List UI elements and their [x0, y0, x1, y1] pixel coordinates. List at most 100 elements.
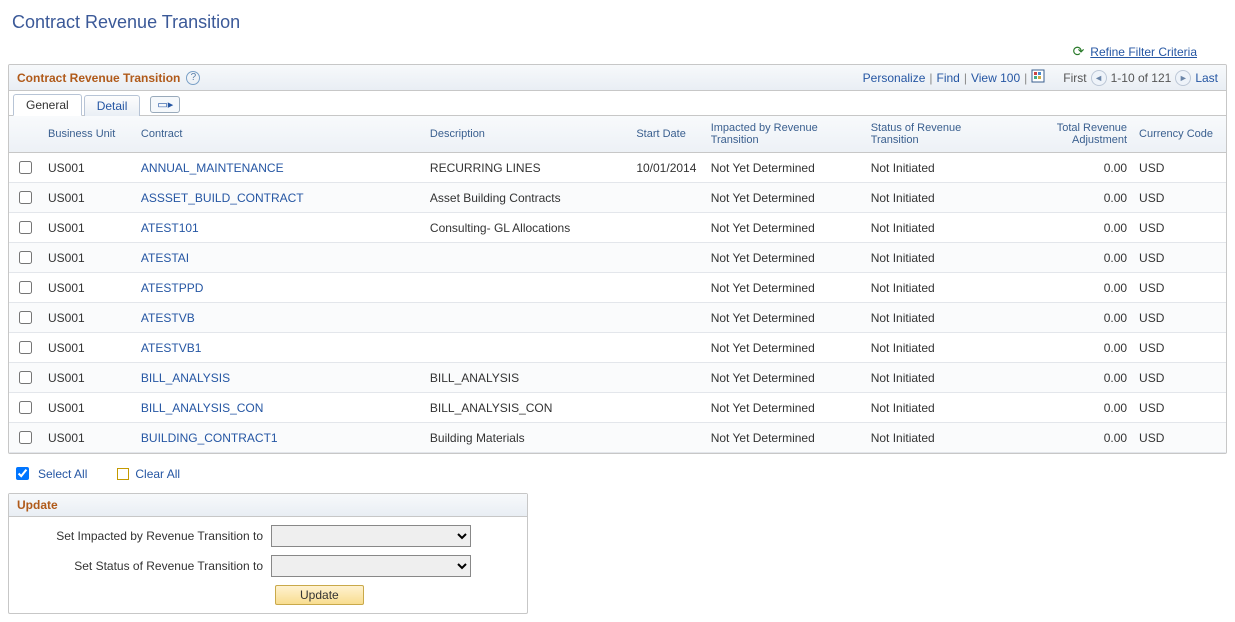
col-total[interactable]: Total Revenue Adjustment	[1009, 116, 1133, 153]
cell-status: Not Initiated	[865, 333, 1010, 363]
next-page-icon[interactable]: ►	[1175, 70, 1191, 86]
cell-impacted: Not Yet Determined	[705, 213, 865, 243]
col-contract[interactable]: Contract	[135, 116, 424, 153]
cell-description: BILL_ANALYSIS	[424, 363, 630, 393]
row-checkbox[interactable]	[19, 371, 32, 384]
status-select[interactable]	[271, 555, 471, 577]
cell-total: 0.00	[1009, 183, 1133, 213]
table-row: US001ATEST101Consulting- GL Allocations N…	[9, 213, 1226, 243]
cell-impacted: Not Yet Determined	[705, 363, 865, 393]
cell-status: Not Initiated	[865, 273, 1010, 303]
select-all-control[interactable]: Select All	[12, 464, 87, 483]
cell-total: 0.00	[1009, 273, 1133, 303]
row-checkbox[interactable]	[19, 401, 32, 414]
page-title: Contract Revenue Transition	[12, 12, 1227, 33]
find-link[interactable]: Find	[937, 71, 960, 85]
cell-impacted: Not Yet Determined	[705, 153, 865, 183]
expand-all-icon[interactable]: ▭▸	[150, 96, 180, 113]
select-all-checkbox[interactable]	[16, 467, 29, 480]
cell-bu: US001	[42, 423, 135, 453]
cell-description: Consulting- GL Allocations	[424, 213, 630, 243]
cell-impacted: Not Yet Determined	[705, 393, 865, 423]
cell-bu: US001	[42, 243, 135, 273]
separator: |	[964, 71, 967, 85]
cell-impacted: Not Yet Determined	[705, 273, 865, 303]
col-status[interactable]: Status of Revenue Transition	[865, 116, 1010, 153]
cell-start-date: 10/01/2014	[630, 153, 704, 183]
cell-start-date	[630, 183, 704, 213]
cell-description: BILL_ANALYSIS_CON	[424, 393, 630, 423]
cell-total: 0.00	[1009, 303, 1133, 333]
table-row: US001ATESTPPDNot Yet DeterminedNot Initi…	[9, 273, 1226, 303]
cell-total: 0.00	[1009, 243, 1133, 273]
cell-contract-link[interactable]: BUILDING_CONTRACT1	[135, 423, 424, 453]
update-button[interactable]: Update	[275, 585, 364, 605]
col-start-date[interactable]: Start Date	[630, 116, 704, 153]
tab-general[interactable]: General	[13, 94, 82, 116]
row-checkbox[interactable]	[19, 311, 32, 324]
cell-start-date	[630, 333, 704, 363]
update-panel: Update Set Impacted by Revenue Transitio…	[8, 493, 528, 614]
row-checkbox[interactable]	[19, 221, 32, 234]
update-title: Update	[9, 494, 527, 517]
cell-contract-link[interactable]: ATESTVB1	[135, 333, 424, 363]
table-row: US001ANNUAL_MAINTENANCERECURRING LINES10…	[9, 153, 1226, 183]
cell-impacted: Not Yet Determined	[705, 333, 865, 363]
cell-bu: US001	[42, 393, 135, 423]
col-business-unit[interactable]: Business Unit	[42, 116, 135, 153]
cell-contract-link[interactable]: BILL_ANALYSIS	[135, 363, 424, 393]
download-icon[interactable]	[1031, 69, 1045, 86]
col-impacted[interactable]: Impacted by Revenue Transition	[705, 116, 865, 153]
cell-total: 0.00	[1009, 393, 1133, 423]
cell-start-date	[630, 303, 704, 333]
cell-contract-link[interactable]: ATESTVB	[135, 303, 424, 333]
cell-currency: USD	[1133, 333, 1226, 363]
table-row: US001ASSSET_BUILD_CONTRACTAsset Building…	[9, 183, 1226, 213]
table-row: US001ATESTVB1Not Yet DeterminedNot Initi…	[9, 333, 1226, 363]
cell-contract-link[interactable]: ATEST101	[135, 213, 424, 243]
col-description[interactable]: Description	[424, 116, 630, 153]
tab-detail[interactable]: Detail	[84, 95, 141, 116]
cell-contract-link[interactable]: ATESTPPD	[135, 273, 424, 303]
cell-bu: US001	[42, 213, 135, 243]
personalize-link[interactable]: Personalize	[863, 71, 926, 85]
refine-filter-link[interactable]: Refine Filter Criteria	[1090, 45, 1197, 59]
impacted-select[interactable]	[271, 525, 471, 547]
row-checkbox[interactable]	[19, 251, 32, 264]
cell-total: 0.00	[1009, 333, 1133, 363]
clear-all-control[interactable]: Clear All	[117, 467, 180, 481]
cell-contract-link[interactable]: ANNUAL_MAINTENANCE	[135, 153, 424, 183]
col-currency[interactable]: Currency Code	[1133, 116, 1226, 153]
cell-status: Not Initiated	[865, 153, 1010, 183]
row-checkbox[interactable]	[19, 161, 32, 174]
cell-start-date	[630, 423, 704, 453]
row-checkbox[interactable]	[19, 191, 32, 204]
cell-contract-link[interactable]: BILL_ANALYSIS_CON	[135, 393, 424, 423]
cell-description	[424, 273, 630, 303]
row-count: 1-10 of 121	[1111, 71, 1172, 85]
view-all-link[interactable]: View 100	[971, 71, 1020, 85]
cell-description	[424, 303, 630, 333]
row-checkbox[interactable]	[19, 341, 32, 354]
last-label[interactable]: Last	[1195, 71, 1218, 85]
cell-currency: USD	[1133, 183, 1226, 213]
cell-contract-link[interactable]: ASSSET_BUILD_CONTRACT	[135, 183, 424, 213]
prev-page-icon[interactable]: ◄	[1091, 70, 1107, 86]
grid-title: Contract Revenue Transition	[17, 71, 180, 85]
clear-all-label: Clear All	[135, 467, 180, 481]
cell-status: Not Initiated	[865, 393, 1010, 423]
separator: |	[1024, 71, 1027, 85]
table-row: US001BUILDING_CONTRACT1Building Material…	[9, 423, 1226, 453]
row-checkbox[interactable]	[19, 431, 32, 444]
table-row: US001BILL_ANALYSISBILL_ANALYSISNot Yet D…	[9, 363, 1226, 393]
cell-bu: US001	[42, 363, 135, 393]
refresh-icon[interactable]: ⟳	[1073, 43, 1085, 60]
help-icon[interactable]: ?	[186, 71, 200, 85]
cell-description: RECURRING LINES	[424, 153, 630, 183]
first-label[interactable]: First	[1063, 71, 1086, 85]
cell-contract-link[interactable]: ATESTAI	[135, 243, 424, 273]
table-row: US001ATESTAINot Yet DeterminedNot Initia…	[9, 243, 1226, 273]
cell-status: Not Initiated	[865, 183, 1010, 213]
cell-total: 0.00	[1009, 423, 1133, 453]
row-checkbox[interactable]	[19, 281, 32, 294]
